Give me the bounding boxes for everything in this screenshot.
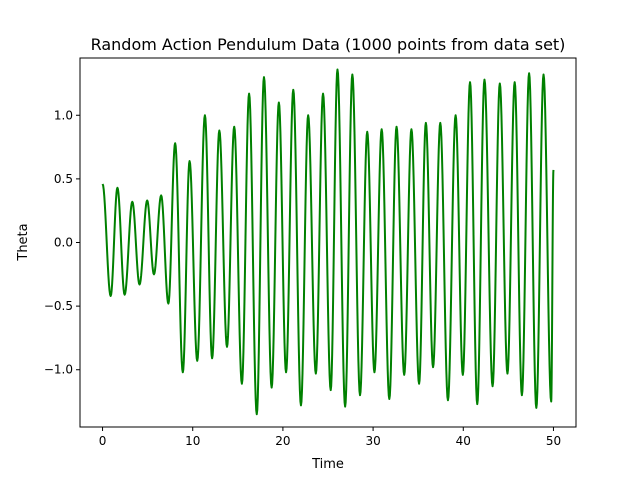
x-tick-label: 50 [546,434,561,448]
x-tick-label: 0 [99,434,107,448]
y-tick-label: −0.5 [44,299,73,313]
x-tick-label: 30 [365,434,380,448]
x-axis: 0 10 20 30 40 50 [99,427,561,448]
x-axis-label: Time [311,457,344,472]
y-tick-label: 1.0 [54,108,73,122]
chart-title: Random Action Pendulum Data (1000 points… [91,35,566,54]
x-tick-label: 40 [456,434,471,448]
x-tick-label: 10 [185,434,200,448]
y-tick-label: 0.5 [54,172,73,186]
x-tick-label: 20 [275,434,290,448]
series-line-0 [101,68,555,416]
y-axis: −1.0 −0.5 0.0 0.5 1.0 [44,108,80,377]
y-tick-label: −1.0 [44,363,73,377]
y-tick-label: 0.0 [54,236,73,250]
y-axis-label: Theta [16,223,31,261]
